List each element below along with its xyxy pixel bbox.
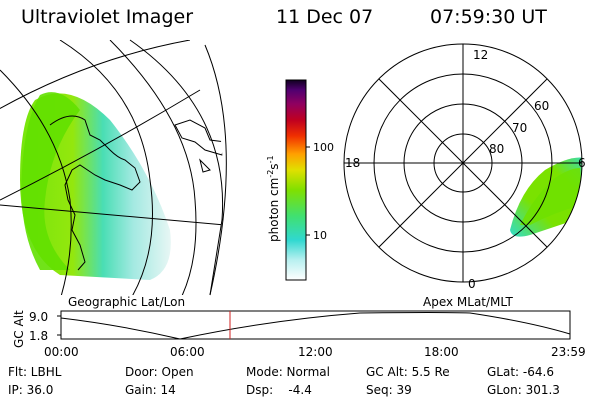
timeline-plot [57, 310, 571, 340]
info-ip: IP: 36.0 [8, 383, 54, 397]
info-glon: GLon: 301.3 [487, 383, 560, 397]
polar-panel-label: Apex MLat/MLT [423, 295, 513, 309]
timeline-xtick-1800: 18:00 [424, 345, 459, 359]
info-door: Door: Open [125, 365, 194, 379]
info-dsp: Dsp: -4.4 [246, 383, 312, 397]
mlt-label-6: 6 [578, 156, 586, 170]
info-gc-alt: GC Alt: 5.5 Re [366, 365, 450, 379]
date-label: 11 Dec 07 [276, 6, 374, 28]
geo-panel-label: Geographic Lat/Lon [68, 295, 186, 309]
timeline-xtick-1200: 12:00 [298, 345, 333, 359]
colorbar-tick-100: 100 [313, 141, 334, 154]
timeline-ytick-1.8: 1.8 [29, 329, 49, 343]
mlt-label-18: 18 [345, 156, 361, 170]
info-mode: Mode: Normal [246, 365, 330, 379]
info-flt: Flt: LBHL [8, 365, 62, 379]
timeline-ylabel: GC Alt [12, 310, 26, 348]
info-glat: GLat: -64.6 [487, 365, 554, 379]
mlt-label-12: 12 [473, 48, 489, 62]
geographic-map [0, 39, 227, 296]
colorbar-unit-label: photon cm-2s-1 [266, 155, 281, 242]
info-seq: Seq: 39 [366, 383, 412, 397]
lat-label-80: 80 [489, 142, 505, 156]
timeline-xtick-2359: 23:59 [551, 345, 586, 359]
colorbar [285, 79, 310, 281]
timeline-ytick-9: 9.0 [29, 310, 49, 324]
lat-label-70: 70 [512, 121, 528, 135]
colorbar-tick-10: 10 [313, 229, 327, 242]
polar-plot [343, 43, 583, 283]
app-title: Ultraviolet Imager [21, 6, 194, 28]
timeline-xtick-0600: 06:00 [170, 345, 205, 359]
info-gain: Gain: 14 [125, 383, 176, 397]
timeline-xtick-0000: 00:00 [44, 345, 79, 359]
lat-label-60: 60 [534, 99, 550, 113]
mlt-label-0: 0 [468, 277, 476, 291]
time-label: 07:59:30 UT [430, 6, 547, 28]
